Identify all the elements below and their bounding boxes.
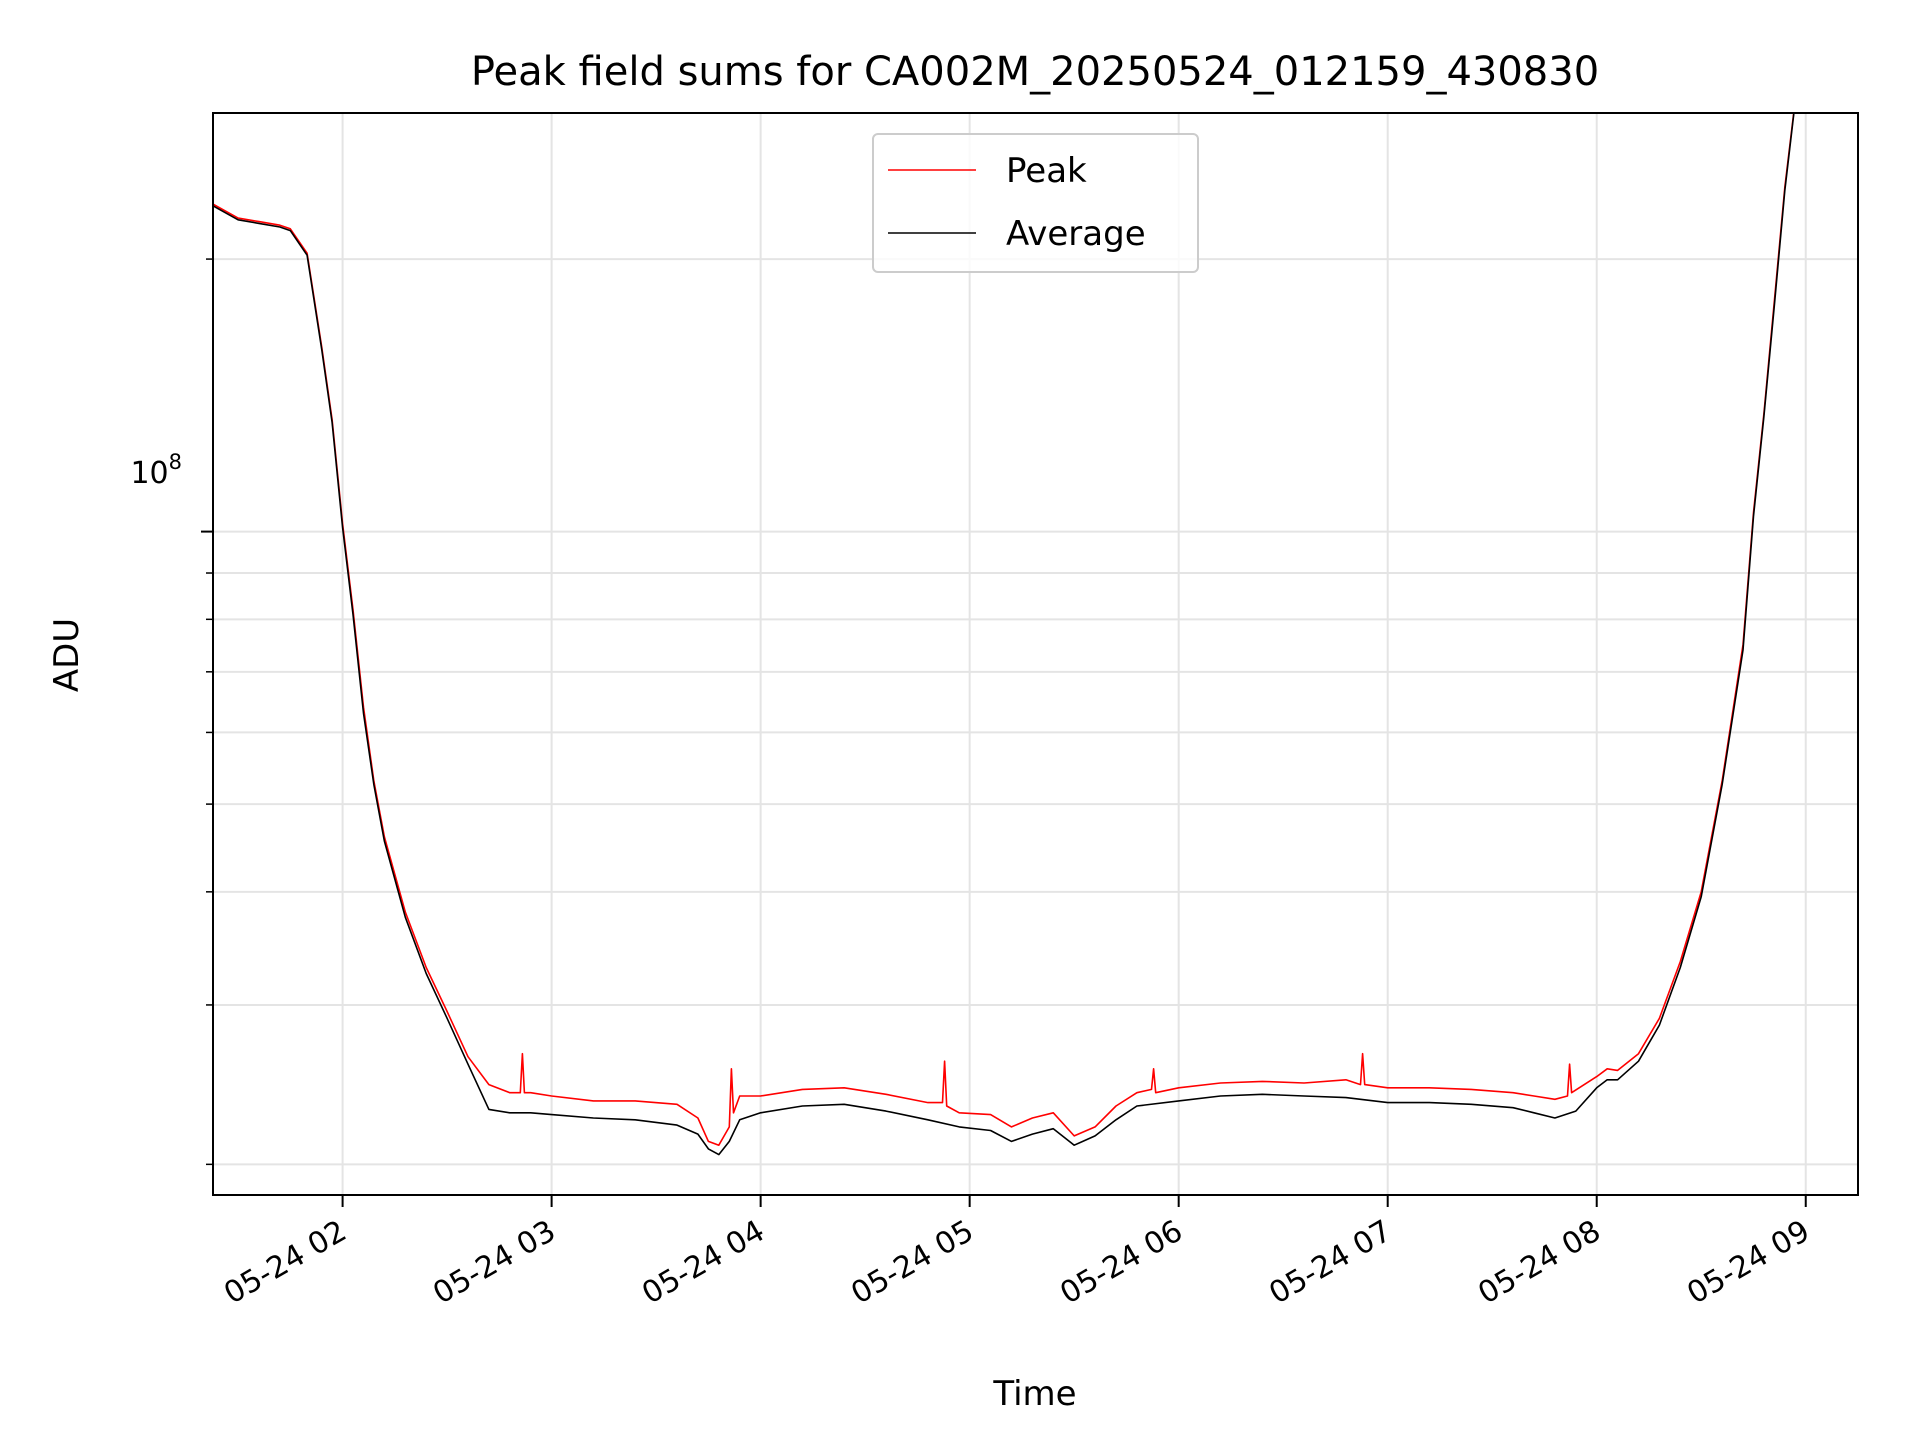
series-line-peak (213, 113, 1795, 1146)
y-axis-label: ADU (47, 618, 87, 692)
plot-area (213, 113, 1795, 1156)
axes-frame (212, 112, 1859, 1196)
legend-average-label: Average (1006, 214, 1146, 254)
y-tick-exponent: 8 (169, 450, 182, 474)
chart-title: Peak field sums for CA002M_20250524_0121… (471, 49, 1599, 95)
y-tick-base: 10 (130, 456, 168, 491)
legend-box (872, 133, 1199, 273)
legend: Peak Average (872, 133, 1199, 273)
series-line-average (213, 113, 1795, 1156)
grid (213, 113, 1858, 1195)
y-tick-label-major: 108 (130, 450, 182, 491)
x-axis-label: Time (992, 1374, 1076, 1414)
legend-peak-label: Peak (1006, 151, 1087, 191)
